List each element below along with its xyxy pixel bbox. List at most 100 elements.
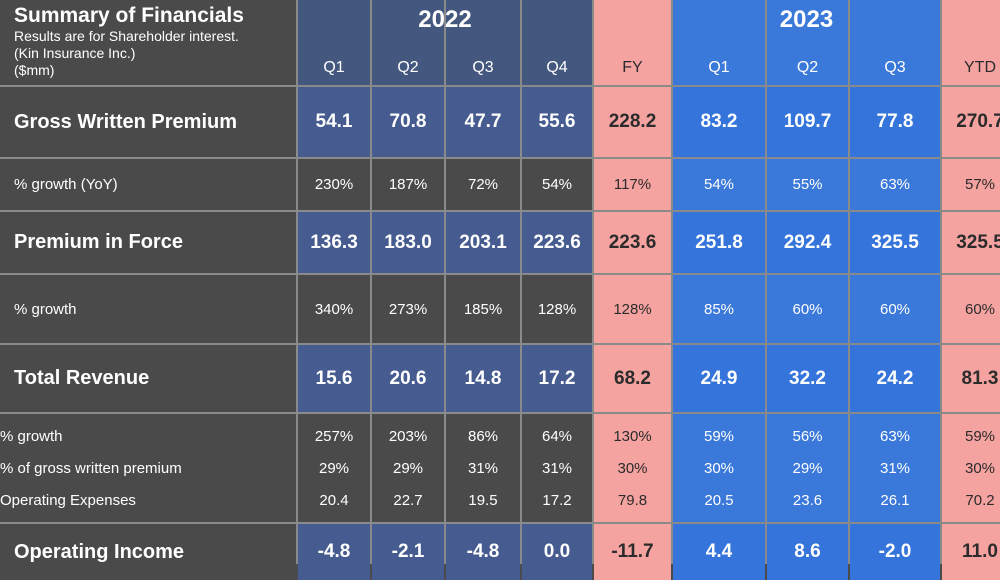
subtitle-line: ($mm) <box>14 62 55 78</box>
table-cell: 17.2 <box>522 345 592 412</box>
row-label-operating-income: Operating Income <box>0 524 296 580</box>
table-cell: 273% <box>372 275 444 343</box>
table-cell: 79.8 <box>617 491 648 509</box>
table-cell: 19.5 <box>468 491 498 509</box>
table-cell: 15.6 <box>298 345 370 412</box>
table-cell: 29% <box>318 459 350 477</box>
table-cell: 20.4 <box>319 491 349 509</box>
row-label-premium-in-force: Premium in Force <box>0 212 296 273</box>
table-cell: 55% <box>767 159 848 210</box>
table-cell: 30% <box>617 459 648 477</box>
table-cell-group: 59% 30% 70.2 <box>942 414 1000 522</box>
table-cell-group: 59% 30% 20.5 <box>673 414 765 522</box>
row-label-pct-gwp: % of gross written premium <box>0 459 182 477</box>
table-cell: 31% <box>879 459 911 477</box>
table-cell-group: 203% 29% 22.7 <box>372 414 444 522</box>
table-cell: 20.6 <box>372 345 444 412</box>
table-cell: 23.6 <box>792 491 823 509</box>
table-cell: 68.2 <box>594 345 671 412</box>
table-cell: 185% <box>446 275 520 343</box>
title-block: Summary of Financials Results are for Sh… <box>0 0 296 85</box>
table-cell: 136.3 <box>298 212 370 273</box>
table-cell: 59% <box>703 427 735 445</box>
page-title: Summary of Financials <box>14 4 244 27</box>
table-cell: 56% <box>792 427 823 445</box>
row-label-pif-growth: % growth <box>0 275 296 343</box>
table-cell: 60% <box>767 275 848 343</box>
column-header: Q2 <box>767 0 848 85</box>
table-cell: 183.0 <box>372 212 444 273</box>
table-cell: 54% <box>522 159 592 210</box>
table-cell: 340% <box>298 275 370 343</box>
table-cell: 31% <box>541 459 573 477</box>
table-cell: 60% <box>850 275 940 343</box>
table-cell: 11.0 <box>942 524 1000 580</box>
table-cell: -4.8 <box>446 524 520 580</box>
column-header: Q2 <box>372 0 444 85</box>
table-cell: 228.2 <box>594 87 671 157</box>
table-cell: 0.0 <box>522 524 592 580</box>
table-cell: 85% <box>673 275 765 343</box>
table-cell: 54.1 <box>298 87 370 157</box>
column-header: Q3 <box>446 0 520 85</box>
table-cell: 54% <box>673 159 765 210</box>
table-cell: 20.5 <box>704 491 734 509</box>
row-label-total-revenue: Total Revenue <box>0 345 296 412</box>
table-cell: 64% <box>541 427 573 445</box>
table-cell: 30% <box>703 459 735 477</box>
table-cell: 230% <box>298 159 370 210</box>
column-header: Q1 <box>673 0 765 85</box>
table-cell: 26.1 <box>880 491 910 509</box>
table-cell: 223.6 <box>522 212 592 273</box>
table-cell: 29% <box>392 459 424 477</box>
table-cell: 30% <box>964 459 996 477</box>
table-cell: 270.7 <box>942 87 1000 157</box>
table-cell: 203.1 <box>446 212 520 273</box>
table-cell: 70.8 <box>372 87 444 157</box>
table-cell: 72% <box>446 159 520 210</box>
table-cell-group: 56% 29% 23.6 <box>767 414 848 522</box>
table-cell: 8.6 <box>767 524 848 580</box>
column-header: FY <box>594 0 671 85</box>
table-cell: 59% <box>964 427 996 445</box>
table-cell: 117% <box>594 159 671 210</box>
table-cell: 187% <box>372 159 444 210</box>
table-cell: 57% <box>942 159 1000 210</box>
table-cell-group: 86% 31% 19.5 <box>446 414 520 522</box>
table-cell: 292.4 <box>767 212 848 273</box>
table-cell: 223.6 <box>594 212 671 273</box>
subtitle-line: Results are for Shareholder interest. <box>14 28 239 44</box>
table-cell: 325.5 <box>942 212 1000 273</box>
table-cell-group: 257% 29% 20.4 <box>298 414 370 522</box>
table-cell: 4.4 <box>673 524 765 580</box>
table-cell: 325.5 <box>850 212 940 273</box>
row-label-operating-expenses: Operating Expenses <box>0 491 136 509</box>
table-cell: 86% <box>467 427 499 445</box>
table-cell: 128% <box>594 275 671 343</box>
table-cell: 203% <box>388 427 428 445</box>
table-cell: -11.7 <box>594 524 671 580</box>
table-cell: 24.2 <box>850 345 940 412</box>
table-cell: 70.2 <box>965 491 995 509</box>
table-cell: 14.8 <box>446 345 520 412</box>
column-header: Q1 <box>298 0 370 85</box>
row-label-gross-written-premium: Gross Written Premium <box>0 87 296 157</box>
table-cell: 24.9 <box>673 345 765 412</box>
table-cell: 128% <box>522 275 592 343</box>
table-cell: 77.8 <box>850 87 940 157</box>
table-cell: 63% <box>850 159 940 210</box>
table-cell-group: 130% 30% 79.8 <box>594 414 671 522</box>
table-cell: 81.3 <box>942 345 1000 412</box>
table-cell: 63% <box>879 427 911 445</box>
row-label-gwp-growth: % growth (YoY) <box>0 159 296 210</box>
column-header: Q3 <box>850 0 940 85</box>
table-cell-group: 63% 31% 26.1 <box>850 414 940 522</box>
year-header-2023: 2023 <box>779 6 834 33</box>
table-cell: 47.7 <box>446 87 520 157</box>
table-cell: 60% <box>942 275 1000 343</box>
table-cell: 29% <box>792 459 823 477</box>
table-cell: -2.1 <box>372 524 444 580</box>
table-cell: 251.8 <box>673 212 765 273</box>
